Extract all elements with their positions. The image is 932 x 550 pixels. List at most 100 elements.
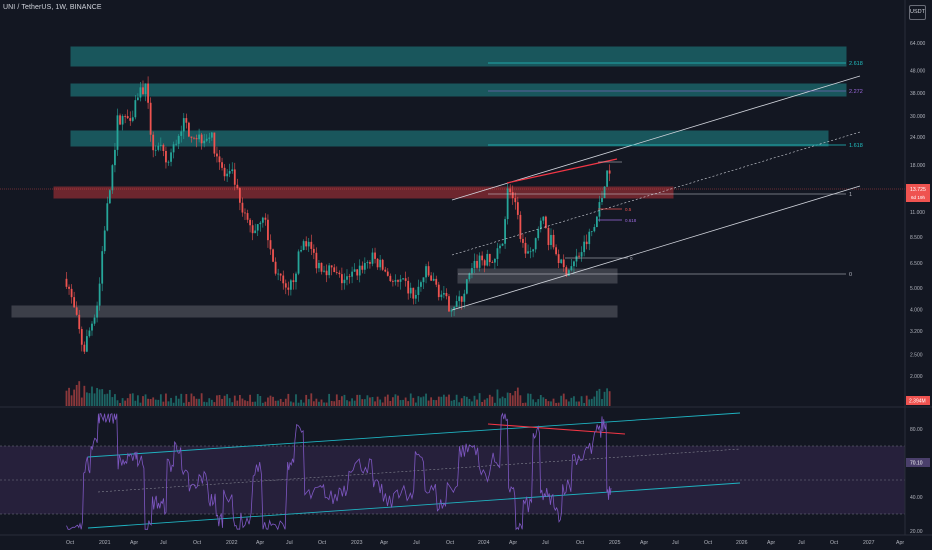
volume-bar (371, 396, 374, 406)
volume-bar (218, 394, 221, 406)
candle-body (101, 251, 104, 284)
candle-body (420, 282, 422, 287)
candle-body (601, 198, 603, 203)
candle-body (386, 271, 389, 276)
volume-bar (437, 396, 440, 406)
candle-body (379, 259, 382, 268)
candle-body (226, 173, 229, 177)
candle-body (297, 251, 300, 274)
volume-bar (598, 388, 601, 406)
volume-bar (93, 393, 96, 406)
volume-bar (575, 401, 578, 406)
x-tick-label: Jul (672, 540, 679, 546)
volume-bar (590, 398, 593, 406)
volume-bar (486, 398, 489, 406)
candle-body (149, 102, 152, 135)
volume-bar (152, 397, 155, 406)
volume-bar (323, 402, 325, 406)
channel-mid (451, 131, 861, 256)
candle-body (562, 259, 565, 268)
zones-layer (11, 46, 847, 318)
candle-body (371, 252, 374, 264)
candle-body (397, 280, 399, 282)
currency-button[interactable]: USDT (909, 5, 926, 20)
candle-body (85, 336, 88, 352)
volume-bar (264, 401, 267, 406)
volume-bar (537, 399, 540, 406)
volume-bar (338, 400, 341, 406)
volume-bar (251, 401, 254, 406)
volume-bar (573, 396, 575, 406)
x-tick-label: Apr (256, 540, 264, 546)
volume-bar (203, 401, 206, 406)
candle-body (325, 270, 328, 276)
x-tick-label: Apr (767, 540, 775, 546)
candle-body (369, 262, 371, 264)
volume-bar (527, 393, 529, 406)
candle-body (261, 217, 264, 223)
x-tick-label: 2021 (99, 540, 111, 546)
volume-bar (238, 394, 241, 406)
volume-bar (570, 397, 573, 406)
volume-bar (200, 393, 203, 406)
volume-bar (139, 402, 142, 406)
volume-bar (277, 400, 280, 406)
candle-body (486, 253, 489, 266)
candle-body (106, 203, 109, 231)
volume-bar (213, 402, 216, 406)
volume-bar (261, 402, 264, 406)
y-tick-label: 5.000 (910, 286, 923, 292)
candle-body (460, 296, 463, 302)
volume-bar (376, 396, 379, 406)
x-tick-label: 2027 (863, 540, 875, 546)
volume-bar (124, 400, 127, 406)
volume-bar (114, 394, 116, 406)
candle-body (440, 294, 443, 298)
candle-body (134, 100, 137, 118)
volume-bar (547, 401, 550, 406)
candle-body (519, 214, 522, 239)
candle-body (274, 261, 277, 274)
candle-body (200, 134, 203, 144)
volume-bar (147, 398, 149, 406)
candle-body (282, 275, 285, 284)
volume-bar (208, 398, 211, 406)
candle-body (185, 118, 188, 123)
volume-bar (190, 393, 193, 406)
volume-bar (562, 393, 565, 406)
candle-body (98, 283, 101, 306)
volume-bar (295, 394, 297, 406)
candle-body (437, 284, 440, 298)
volume-bar (103, 394, 106, 406)
volume-bar (478, 393, 481, 406)
volume-bar (187, 401, 190, 406)
volume-bar (119, 402, 121, 406)
volume-bar (328, 393, 331, 406)
volume-bar (259, 396, 262, 406)
candle-body (483, 260, 486, 266)
volume-bar (381, 402, 384, 406)
candle-body (575, 255, 578, 262)
volume-bar (216, 395, 218, 406)
volume-bar (256, 394, 259, 406)
candle-body (555, 247, 557, 255)
volume-bar (83, 385, 86, 406)
symbol-header[interactable]: UNI / TetherUS, 1W, BINANCE (3, 4, 102, 11)
candle-body (585, 241, 588, 245)
mid-fib-label-1: 0.618 (625, 218, 637, 223)
candle-body (328, 265, 331, 276)
volume-bar (358, 394, 361, 406)
candle-body (529, 251, 532, 253)
candle-body (333, 267, 336, 273)
candle-body (381, 259, 384, 270)
candle-body (376, 258, 379, 268)
volume-bar (226, 394, 229, 406)
candle-body (578, 255, 580, 257)
volume-bar (98, 389, 101, 406)
fib-label-2: 1.618 (849, 143, 863, 149)
candle-body (547, 227, 550, 246)
candle-body (320, 262, 323, 272)
volume-bar (391, 397, 394, 406)
